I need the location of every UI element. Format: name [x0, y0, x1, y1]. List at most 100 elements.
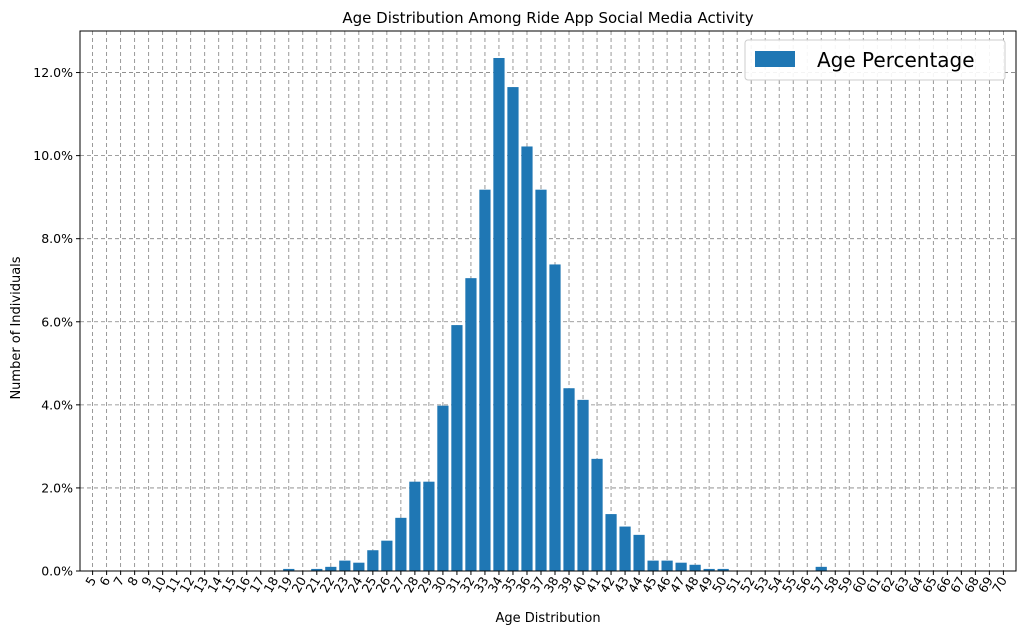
- x-tick-label: 52: [737, 574, 758, 595]
- x-tick-label: 56: [793, 574, 814, 595]
- y-tick-label: 10.0%: [33, 148, 73, 163]
- bar: [367, 550, 379, 571]
- x-tick-label: 55: [779, 574, 800, 595]
- plot-frame: [79, 30, 1017, 572]
- x-tick-label: 21: [302, 574, 323, 595]
- bar: [311, 568, 323, 571]
- bar: [689, 564, 701, 571]
- x-tick-label: 28: [401, 574, 422, 595]
- x-tick-label: 63: [891, 574, 912, 595]
- legend: Age Percentage: [744, 39, 1006, 81]
- x-tick-label: 24: [344, 574, 365, 595]
- x-axis-label: Age Distribution: [495, 611, 600, 626]
- bar: [339, 560, 351, 571]
- bar: [507, 87, 519, 572]
- x-tick-label: 16: [232, 574, 253, 595]
- x-tick-label: 23: [330, 574, 351, 595]
- bar: [381, 540, 393, 571]
- x-tick-label: 26: [373, 574, 394, 595]
- bar: [423, 481, 435, 571]
- x-tick-label: 19: [274, 574, 295, 595]
- chart-title: Age Distribution Among Ride App Social M…: [342, 9, 753, 27]
- y-axis-ticks: 0.0% 2.0% 4.0% 6.0% 8.0% 10.0% 12.0%: [33, 65, 80, 579]
- bar: [409, 481, 421, 571]
- x-tick-label: 65: [919, 574, 940, 595]
- x-tick-label: 49: [695, 574, 716, 595]
- x-tick-label: 31: [443, 574, 464, 595]
- bar: [549, 264, 561, 571]
- x-tick-label: 61: [863, 574, 884, 595]
- bar: [815, 566, 827, 571]
- x-tick-label: 58: [821, 574, 842, 595]
- x-tick-label: 37: [527, 574, 548, 595]
- bar: [591, 458, 603, 571]
- x-tick-label: 25: [359, 574, 380, 595]
- x-tick-label: 43: [611, 574, 632, 595]
- x-tick-label: 34: [485, 574, 506, 595]
- x-tick-label: 70: [989, 574, 1010, 595]
- x-tick-label: 29: [415, 574, 436, 595]
- y-tick-label: 2.0%: [41, 480, 73, 495]
- bar: [633, 534, 645, 571]
- x-tick-label: 41: [583, 574, 604, 595]
- x-tick-label: 39: [555, 574, 576, 595]
- y-tick-label: 12.0%: [33, 65, 73, 80]
- x-tick-label: 36: [513, 574, 534, 595]
- x-tick-label: 53: [751, 574, 772, 595]
- x-tick-label: 40: [569, 574, 590, 595]
- x-tick-label: 62: [877, 574, 898, 595]
- x-tick-label: 42: [597, 574, 618, 595]
- y-tick-label: 4.0%: [41, 397, 73, 412]
- bar: [661, 560, 673, 571]
- bars-group: [283, 58, 827, 572]
- x-tick-label: 50: [709, 574, 730, 595]
- x-tick-label: 69: [975, 574, 996, 595]
- x-tick-label: 46: [653, 574, 674, 595]
- bar: [703, 568, 715, 571]
- x-tick-label: 14: [204, 574, 225, 595]
- x-tick-label: 60: [849, 574, 870, 595]
- x-tick-label: 54: [765, 574, 786, 595]
- bar: [577, 399, 589, 571]
- x-tick-label: 68: [961, 574, 982, 595]
- x-tick-label: 51: [723, 574, 744, 595]
- x-tick-label: 15: [218, 574, 239, 595]
- bar: [647, 560, 659, 571]
- x-tick-label: 38: [541, 574, 562, 595]
- bar: [717, 568, 729, 571]
- legend-label: Age Percentage: [817, 48, 975, 72]
- bar: [479, 189, 491, 571]
- bar: [521, 146, 533, 571]
- x-tick-label: 18: [260, 574, 281, 595]
- bar: [535, 189, 547, 571]
- x-tick-label: 22: [316, 574, 337, 595]
- y-tick-label: 8.0%: [41, 231, 73, 246]
- bar: [395, 517, 407, 571]
- grid-lines: [80, 31, 1016, 572]
- bar: [353, 562, 365, 571]
- x-tick-label: 33: [471, 574, 492, 595]
- x-tick-label: 13: [190, 574, 211, 595]
- x-tick-label: 11: [162, 574, 183, 595]
- x-tick-label: 57: [807, 574, 828, 595]
- legend-swatch: [755, 51, 795, 67]
- x-tick-label: 59: [835, 574, 856, 595]
- bar: [437, 405, 449, 571]
- x-tick-label: 64: [905, 574, 926, 595]
- x-tick-label: 47: [667, 574, 688, 595]
- x-axis-ticks: 5678910111213141516171819202122232425262…: [82, 571, 1010, 595]
- y-tick-label: 0.0%: [41, 564, 73, 579]
- x-tick-label: 32: [457, 574, 478, 595]
- bar: [563, 388, 575, 571]
- y-tick-label: 6.0%: [41, 314, 73, 329]
- legend-frame: [744, 39, 1006, 81]
- x-tick-label: 17: [246, 574, 267, 595]
- x-tick-label: 48: [681, 574, 702, 595]
- bar: [493, 58, 505, 571]
- x-tick-label: 20: [288, 574, 309, 595]
- x-tick-label: 35: [499, 574, 520, 595]
- x-tick-label: 44: [625, 574, 646, 595]
- bar: [465, 278, 477, 571]
- bar: [619, 526, 631, 571]
